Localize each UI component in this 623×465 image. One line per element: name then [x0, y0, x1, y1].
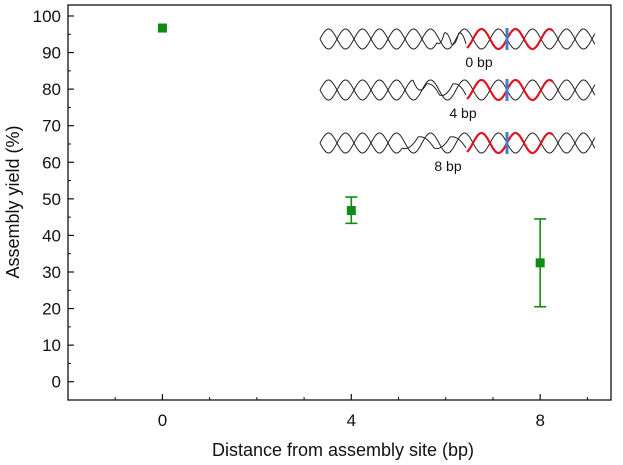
dna-strand	[552, 132, 596, 154]
y-axis-ticks: 0 10 20 30 40 50 60 70 80 90 100	[33, 7, 74, 392]
data-point	[535, 258, 545, 268]
y-tick-label: 50	[42, 190, 61, 209]
x-axis-title: Distance from assembly site (bp)	[212, 440, 474, 460]
dna-strand	[552, 79, 596, 101]
assembly-site-marker	[505, 79, 509, 101]
highlighted-strand	[466, 78, 554, 102]
highlighted-strand	[466, 131, 554, 155]
inset-distance-label: 0 bp	[465, 54, 492, 70]
y-axis-title: Assembly yield (%)	[3, 125, 23, 278]
data-point	[346, 206, 356, 216]
inset-distance-label: 4 bp	[449, 105, 476, 121]
inset-distance-label: 8 bp	[434, 158, 461, 174]
dna-inset: 0 bp 4 bp 8 bp	[319, 27, 596, 174]
y-tick-label: 10	[42, 336, 61, 355]
x-tick-label: 8	[535, 411, 544, 430]
dna-strand	[319, 28, 438, 50]
x-axis-ticks: 0 4 8	[114, 394, 588, 430]
highlighted-strand	[466, 27, 554, 51]
y-tick-label: 90	[42, 44, 61, 63]
dna-strand	[319, 132, 403, 154]
x-tick-label: 0	[158, 411, 167, 430]
x-tick-label: 4	[347, 411, 356, 430]
dna-strand	[552, 28, 596, 50]
y-tick-label: 60	[42, 153, 61, 172]
plot-frame	[67, 4, 612, 401]
dna-strand	[319, 28, 467, 50]
dna-strand	[319, 132, 467, 154]
y-tick-label: 100	[33, 7, 61, 26]
ssdna-linker	[436, 32, 467, 45]
dna-strand	[465, 28, 596, 50]
dna-strand	[319, 79, 467, 101]
y-tick-label: 80	[42, 80, 61, 99]
dna-strand	[465, 132, 596, 154]
ssdna-linker	[401, 136, 467, 150]
y-tick-label: 40	[42, 226, 61, 245]
data-point	[157, 23, 167, 33]
ssdna-linker	[412, 79, 467, 96]
y-tick-label: 70	[42, 117, 61, 136]
y-tick-label: 0	[52, 373, 61, 392]
y-tick-label: 30	[42, 263, 61, 282]
assembly-site-marker	[505, 28, 509, 50]
dna-strand	[465, 79, 596, 101]
data-points	[157, 23, 547, 308]
dna-strand	[319, 79, 414, 101]
y-tick-label: 20	[42, 300, 61, 319]
assembly-site-marker	[505, 132, 509, 154]
